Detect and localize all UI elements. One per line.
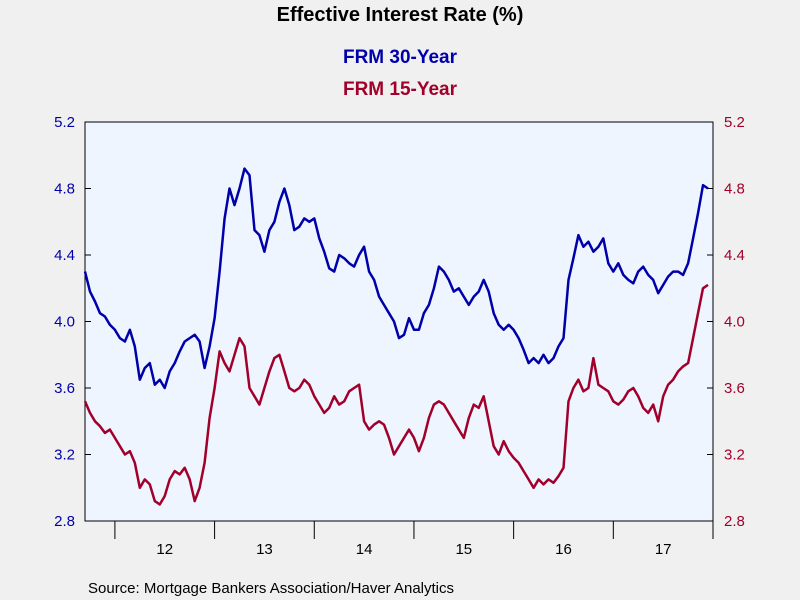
y-left-tick-label: 4.8 bbox=[54, 181, 75, 198]
x-tick-label: 13 bbox=[256, 541, 273, 558]
series-line-frm15 bbox=[83, 283, 709, 506]
y-left-tick-label: 5.2 bbox=[54, 114, 75, 131]
source-note: Source: Mortgage Bankers Association/Hav… bbox=[88, 580, 454, 597]
y-left-tick-label: 4.0 bbox=[54, 314, 75, 331]
y-right-tick-label: 4.8 bbox=[724, 181, 745, 198]
y-right-tick-label: 4.4 bbox=[724, 247, 745, 264]
legend-frm30: FRM 30-Year bbox=[343, 47, 458, 68]
chart-title: Effective Interest Rate (%) bbox=[277, 4, 524, 26]
y-right-tick-label: 4.0 bbox=[724, 314, 745, 331]
y-left-tick-label: 2.8 bbox=[54, 513, 75, 530]
plot-area bbox=[84, 121, 714, 522]
x-axis: 12 13 14 15 16 17 bbox=[114, 521, 714, 558]
x-tick-label: 15 bbox=[455, 541, 472, 558]
y-left-tick-label: 4.4 bbox=[54, 247, 75, 264]
y-right-tick-label: 3.2 bbox=[724, 447, 745, 464]
series-lines bbox=[83, 167, 709, 506]
series-line-frm30 bbox=[83, 167, 709, 390]
y-right-tick-label: 2.8 bbox=[724, 513, 745, 530]
legend-frm15: FRM 15-Year bbox=[343, 79, 458, 100]
y-axis-right: 2.8 3.2 3.6 4.0 4.4 4.8 5.2 bbox=[707, 114, 745, 530]
x-tick-label: 16 bbox=[555, 541, 572, 558]
y-right-tick-label: 5.2 bbox=[724, 114, 745, 131]
y-axis-left: 2.8 3.2 3.6 4.0 4.4 4.8 5.2 bbox=[54, 114, 91, 530]
x-tick-label: 12 bbox=[156, 541, 173, 558]
x-tick-label: 17 bbox=[655, 541, 672, 558]
y-right-tick-label: 3.6 bbox=[724, 380, 745, 397]
y-left-tick-label: 3.6 bbox=[54, 380, 75, 397]
x-tick-label: 14 bbox=[356, 541, 373, 558]
y-left-tick-label: 3.2 bbox=[54, 447, 75, 464]
